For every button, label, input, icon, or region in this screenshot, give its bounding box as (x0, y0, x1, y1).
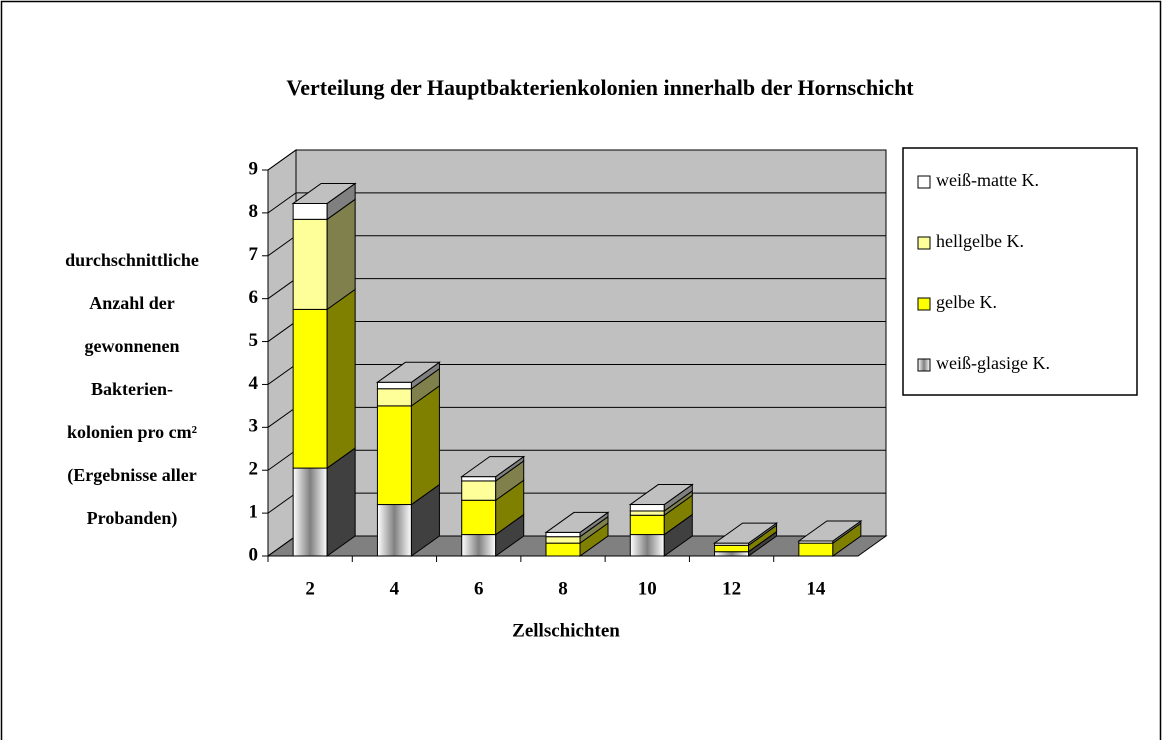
bar-top (628, 484, 694, 506)
bar-segment (461, 459, 525, 502)
legend-swatch (917, 236, 931, 250)
bar-segment (376, 384, 440, 506)
y-axis-title: Probanden) (87, 508, 178, 529)
bar-top (375, 361, 441, 383)
bar-front (629, 504, 665, 512)
x-tick-label: 4 (390, 578, 400, 599)
bar-segment (292, 447, 356, 557)
legend-label: gelbe K. (936, 292, 997, 312)
y-tick-label: 6 (249, 287, 259, 308)
y-tick-label: 7 (249, 244, 259, 265)
bar-front (714, 544, 750, 553)
bar-front (292, 467, 328, 557)
bar-segment (292, 288, 356, 470)
legend-label: weiß-matte K. (936, 170, 1039, 190)
bar-front (292, 218, 328, 310)
bar-front (545, 531, 581, 538)
legend-swatch (917, 175, 931, 189)
y-tick-label: 0 (249, 544, 259, 565)
bar-front (545, 536, 581, 544)
grid-line (267, 149, 886, 171)
bar-front (629, 514, 665, 536)
y-axis-title: kolonien pro cm² (67, 422, 197, 442)
y-tick-label: 3 (249, 416, 259, 437)
x-tick-label: 6 (474, 578, 484, 599)
y-axis-title: Anzahl der (89, 293, 175, 313)
bar-side (326, 288, 356, 470)
legend-swatch (917, 358, 931, 372)
y-axis-title: (Ergebnisse aller (67, 465, 196, 486)
y-tick-label: 5 (249, 330, 259, 351)
chart-title: Verteilung der Hauptbakterienkolonien in… (286, 75, 914, 100)
bar-segment (629, 494, 693, 536)
bar-front (461, 534, 497, 557)
x-tick-label: 8 (558, 578, 568, 599)
y-tick-label: 1 (249, 501, 259, 522)
bar-top (544, 511, 610, 533)
bar-segment (376, 483, 440, 557)
bar-front (292, 308, 328, 469)
bar-top (291, 182, 357, 204)
y-tick-label: 4 (249, 373, 259, 394)
bar-front (376, 405, 412, 506)
grid-line (267, 192, 886, 214)
bar-front (376, 504, 412, 557)
y-axis-title: Bakterien- (91, 379, 173, 399)
bar-front (461, 476, 497, 482)
x-tick-label: 14 (806, 578, 826, 599)
x-tick-label: 10 (638, 578, 657, 599)
bar-top (797, 520, 863, 542)
legend-label: weiß-glasige K. (936, 353, 1050, 373)
bar-front (376, 388, 412, 407)
y-tick-label: 8 (249, 201, 259, 222)
bar-top (460, 456, 526, 478)
y-axis-title: durchschnittliche (65, 250, 199, 270)
bar-segment (461, 513, 525, 557)
bar-front (798, 542, 834, 557)
bar-segment (461, 455, 525, 482)
x-tick-label: 2 (305, 578, 315, 599)
bar-front (545, 542, 581, 557)
legend-swatch (917, 297, 931, 311)
bar-top (713, 522, 779, 544)
bar-front (461, 499, 497, 536)
x-tick-label: 12 (722, 578, 741, 599)
bar-segment (292, 198, 356, 311)
bar-segment (376, 367, 440, 407)
legend-label: hellgelbe K. (936, 231, 1024, 251)
bar-side (410, 384, 440, 506)
bar-front (629, 510, 665, 516)
bar-front (292, 202, 328, 220)
bar-segment (545, 522, 609, 557)
side-wall (267, 149, 297, 557)
y-axis-title: gewonnenen (84, 336, 179, 356)
bar-segment (461, 479, 525, 536)
bar-front (629, 534, 665, 557)
y-tick-label: 2 (249, 459, 259, 480)
x-axis-title: Zellschichten (512, 620, 620, 641)
bar-front (714, 551, 750, 557)
bar-front (461, 480, 497, 501)
y-tick-label: 9 (249, 158, 259, 179)
bar-front (376, 381, 412, 390)
legend (902, 147, 1138, 396)
